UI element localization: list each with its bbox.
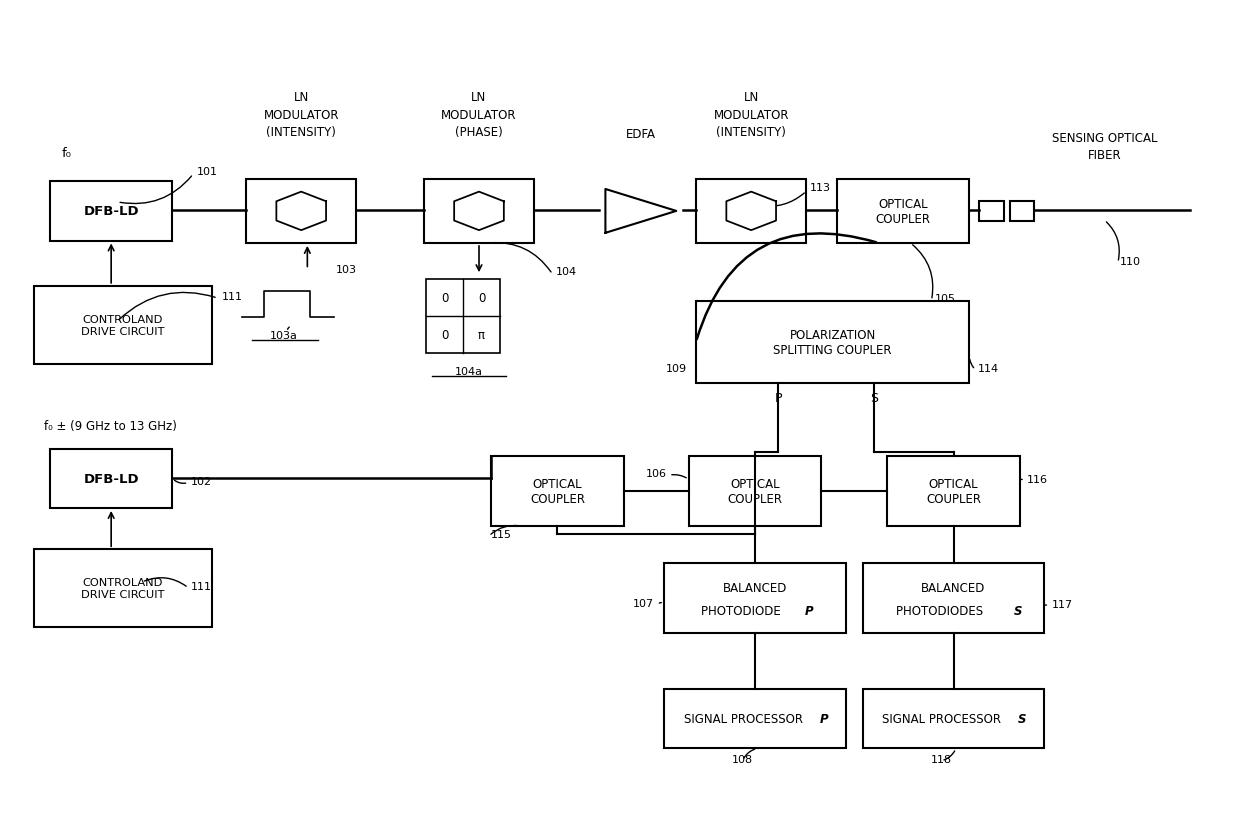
Bar (863, 563, 1044, 634)
Text: (PHASE): (PHASE) (455, 126, 503, 140)
Text: LN: LN (294, 91, 309, 104)
Polygon shape (454, 192, 503, 231)
Polygon shape (605, 190, 676, 233)
Bar (50, 182, 172, 242)
Bar (696, 301, 970, 384)
Text: MODULATOR: MODULATOR (713, 109, 789, 122)
Text: 102: 102 (191, 477, 212, 487)
Text: LN: LN (744, 91, 759, 104)
Text: MODULATOR: MODULATOR (263, 109, 339, 122)
Polygon shape (277, 192, 326, 231)
Text: 0: 0 (441, 329, 449, 342)
Text: 111: 111 (191, 582, 212, 592)
Text: 116: 116 (1027, 475, 1048, 485)
Text: 103a: 103a (270, 331, 298, 341)
Bar (424, 180, 534, 244)
Text: CONTROLAND
DRIVE CIRCUIT: CONTROLAND DRIVE CIRCUIT (81, 578, 165, 599)
Text: MODULATOR: MODULATOR (441, 109, 517, 122)
Text: EDFA: EDFA (626, 128, 656, 140)
Text: 104: 104 (557, 267, 578, 277)
Text: (INTENSITY): (INTENSITY) (717, 126, 786, 140)
Text: S: S (869, 392, 878, 405)
Text: P: P (805, 604, 813, 618)
Bar (888, 456, 1019, 527)
Bar (33, 549, 212, 628)
Text: SIGNAL PROCESSOR: SIGNAL PROCESSOR (883, 712, 1006, 726)
Text: BALANCED: BALANCED (723, 582, 787, 594)
Bar (696, 180, 806, 244)
Text: 110: 110 (1120, 257, 1141, 267)
Text: P: P (820, 712, 828, 726)
Text: P: P (774, 392, 781, 405)
Bar (1009, 201, 1034, 222)
Bar (33, 287, 212, 364)
Text: BALANCED: BALANCED (921, 582, 986, 594)
Text: OPTICAL
COUPLER: OPTICAL COUPLER (728, 477, 782, 506)
Text: 101: 101 (197, 166, 218, 176)
Text: 115: 115 (491, 530, 512, 540)
Text: DFB-LD: DFB-LD (83, 205, 139, 218)
Text: OPTICAL
COUPLER: OPTICAL COUPLER (529, 477, 585, 506)
Bar (863, 690, 1044, 748)
Text: 114: 114 (978, 364, 999, 374)
Text: LN: LN (471, 91, 486, 104)
Text: PHOTODIODE: PHOTODIODE (701, 604, 785, 618)
Polygon shape (727, 192, 776, 231)
Text: DFB-LD: DFB-LD (83, 472, 139, 486)
Bar (665, 563, 846, 634)
Bar (50, 449, 172, 508)
Text: 113: 113 (810, 183, 831, 193)
Bar (427, 280, 500, 354)
Text: S: S (1013, 604, 1022, 618)
Text: POLARIZATION
SPLITTING COUPLER: POLARIZATION SPLITTING COUPLER (774, 329, 892, 356)
Text: OPTICAL
COUPLER: OPTICAL COUPLER (926, 477, 981, 506)
Bar (665, 690, 846, 748)
Text: 107: 107 (634, 598, 655, 608)
Text: 109: 109 (666, 364, 687, 374)
Text: SIGNAL PROCESSOR: SIGNAL PROCESSOR (683, 712, 806, 726)
Text: 0: 0 (477, 292, 485, 305)
Text: PHOTODIODES: PHOTODIODES (895, 604, 987, 618)
Text: 108: 108 (732, 754, 753, 764)
Bar (246, 180, 356, 244)
Text: 105: 105 (935, 293, 956, 303)
Text: π: π (477, 329, 485, 342)
Text: 106: 106 (646, 469, 667, 479)
Text: FIBER: FIBER (1087, 149, 1121, 161)
Text: SENSING OPTICAL: SENSING OPTICAL (1052, 132, 1157, 145)
Bar (980, 201, 1003, 222)
Bar (688, 456, 821, 527)
Text: f₀: f₀ (62, 147, 72, 160)
Text: S: S (1018, 712, 1027, 726)
Text: OPTICAL
COUPLER: OPTICAL COUPLER (875, 197, 931, 226)
Text: 117: 117 (1052, 599, 1073, 609)
Text: 118: 118 (931, 754, 952, 764)
Text: 103: 103 (336, 265, 357, 275)
Text: 0: 0 (441, 292, 449, 305)
Text: f₀ ± (9 GHz to 13 GHz): f₀ ± (9 GHz to 13 GHz) (43, 420, 176, 433)
Text: CONTROLAND
DRIVE CIRCUIT: CONTROLAND DRIVE CIRCUIT (81, 314, 165, 336)
Bar (837, 180, 970, 244)
Text: 111: 111 (222, 291, 243, 301)
Text: 104a: 104a (455, 367, 484, 377)
Text: (INTENSITY): (INTENSITY) (267, 126, 336, 140)
Bar (491, 456, 624, 527)
